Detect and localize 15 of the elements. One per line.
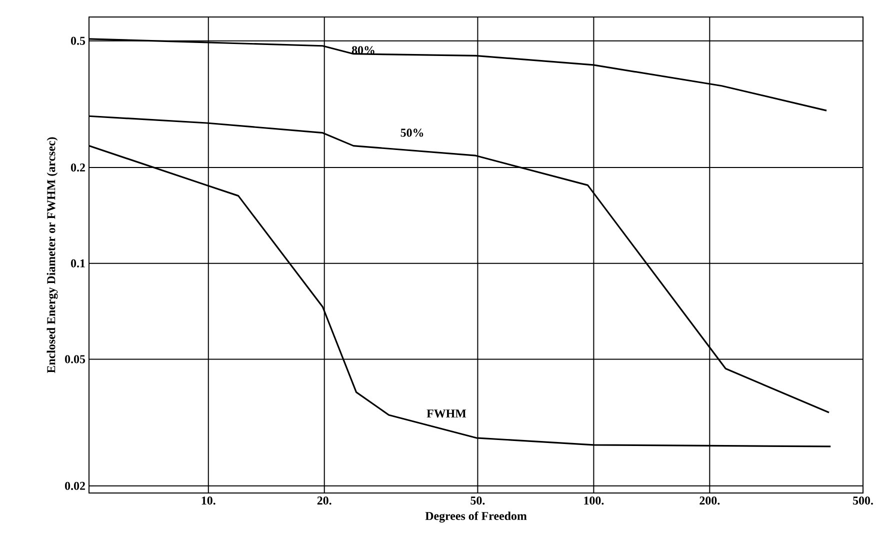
- series-label: 50%: [400, 128, 424, 137]
- x-tick-label: 20.: [317, 496, 332, 505]
- series-label: FWHM: [426, 410, 466, 418]
- x-tick-label: 500.: [853, 496, 873, 505]
- x-axis-title: Degrees of Freedom: [425, 511, 527, 523]
- y-tick-label: 0.05: [65, 355, 86, 364]
- y-tick-label: 0.02: [65, 482, 85, 490]
- x-tick-label: 50.: [470, 496, 485, 505]
- y-tick-label: 0.1: [70, 259, 85, 268]
- x-tick-label: 200.: [700, 496, 720, 505]
- x-tick-label: 10.: [202, 496, 216, 505]
- x-tick-label: 100.: [584, 496, 604, 505]
- y-axis-title: Enclosed Energy Diameter or FWHM (arcsec): [46, 137, 58, 374]
- y-tick-label: 0.2: [70, 163, 85, 172]
- y-tick-label: 0.5: [70, 36, 86, 45]
